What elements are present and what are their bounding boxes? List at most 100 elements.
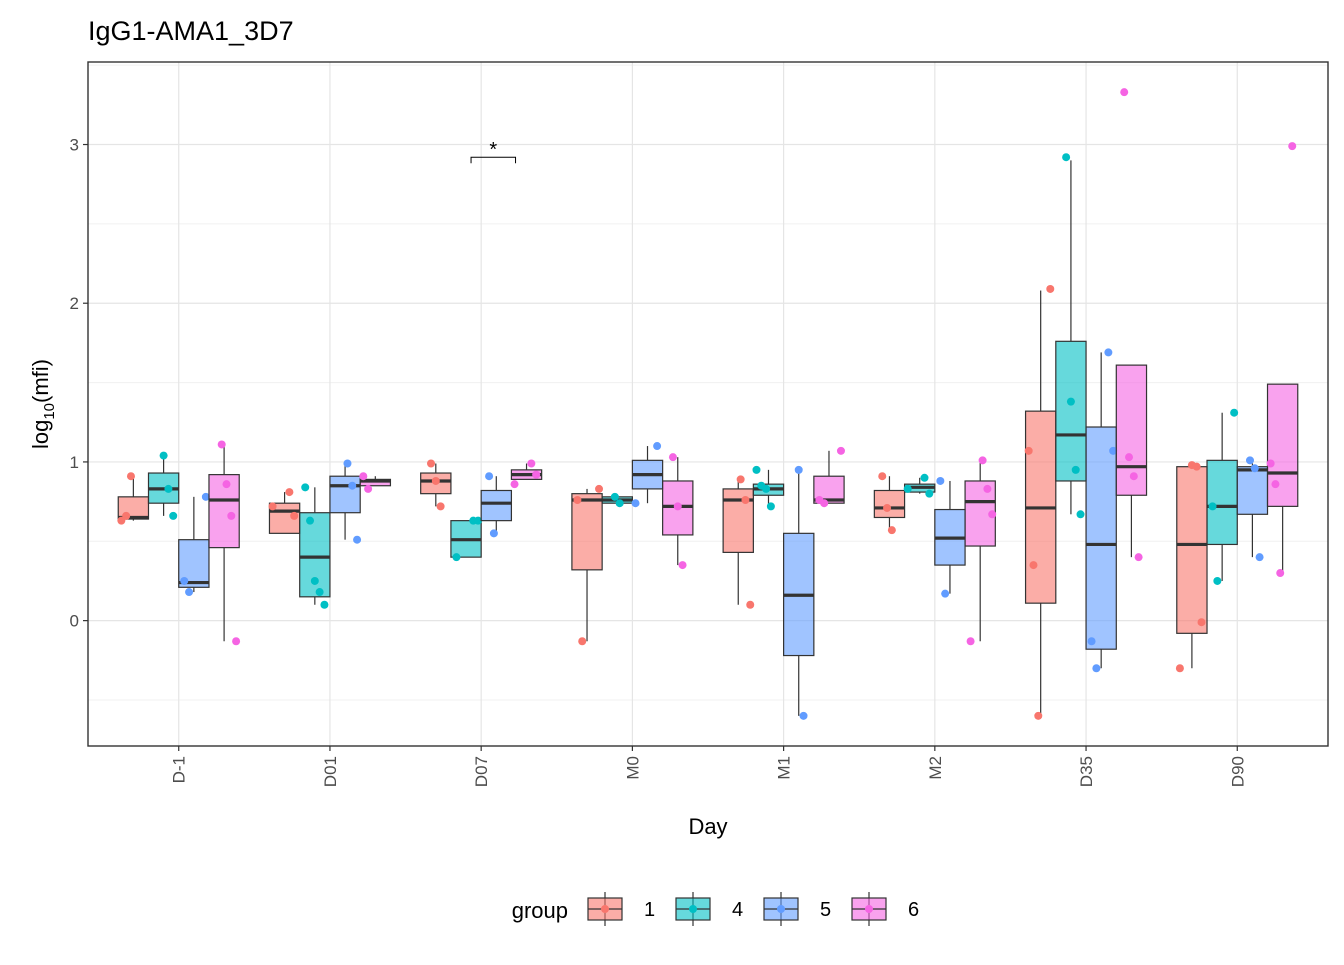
data-point [268, 502, 277, 511]
data-point [1104, 348, 1113, 357]
data-point [794, 465, 803, 474]
y-tick-label: 2 [70, 294, 79, 313]
data-point [427, 459, 436, 468]
legend-label: 1 [644, 899, 655, 921]
legend-point [777, 905, 785, 913]
data-point [306, 516, 315, 525]
data-point [887, 526, 896, 535]
data-point [878, 472, 887, 481]
data-point [1245, 456, 1254, 465]
data-point [1024, 446, 1033, 455]
data-point [752, 465, 761, 474]
data-point [343, 459, 352, 468]
data-point [883, 503, 892, 512]
data-point [1029, 561, 1038, 570]
data-point [936, 476, 945, 485]
data-point [510, 480, 519, 489]
data-point [185, 588, 194, 597]
data-point [920, 473, 929, 482]
data-point [1125, 453, 1134, 462]
plot-border [87, 61, 1329, 747]
x-tick-label: D-1 [170, 756, 189, 783]
data-point [1034, 711, 1043, 720]
data-point [353, 535, 362, 544]
box [1206, 459, 1238, 546]
data-point [232, 637, 241, 646]
data-point [1230, 408, 1239, 417]
data-point [1175, 664, 1184, 673]
data-point [741, 496, 750, 505]
box [1085, 426, 1117, 650]
data-point [489, 529, 498, 538]
data-point [966, 637, 975, 646]
data-point [573, 496, 582, 505]
data-point [1046, 284, 1055, 293]
data-point [159, 451, 168, 460]
significance-label: * [489, 139, 497, 161]
data-point [610, 492, 619, 501]
data-point [746, 600, 755, 609]
data-point [290, 511, 299, 520]
data-point [1250, 464, 1259, 473]
data-point [1255, 553, 1264, 562]
y-axis-title-part: (mfi) [28, 359, 53, 403]
data-point [668, 453, 677, 462]
data-point [1208, 502, 1217, 511]
x-tick-label: M2 [926, 756, 945, 780]
data-point [310, 576, 319, 585]
data-point [452, 553, 461, 562]
data-point [320, 600, 329, 609]
data-point [436, 502, 445, 511]
data-point [978, 456, 987, 465]
data-point [1271, 480, 1280, 489]
x-tick-label: D01 [321, 756, 340, 787]
data-point [431, 476, 440, 485]
data-point [122, 511, 131, 520]
legend-label: 6 [908, 899, 919, 921]
data-point [301, 483, 310, 492]
legend-point [601, 905, 609, 913]
legend-label: 4 [732, 899, 743, 921]
data-point [1288, 142, 1297, 151]
box [1236, 466, 1269, 515]
data-point [164, 484, 173, 493]
data-point [595, 484, 604, 493]
data-point [836, 446, 845, 455]
y-axis-title: log10(mfi) [28, 359, 58, 449]
data-point [348, 481, 357, 490]
y-tick-label: 1 [70, 453, 79, 472]
data-point [1276, 569, 1285, 578]
box [873, 489, 906, 519]
data-point [169, 511, 178, 520]
data-point [285, 488, 294, 497]
data-point [820, 499, 829, 508]
data-point [1071, 465, 1080, 474]
data-point [903, 484, 912, 493]
data-point [1192, 462, 1201, 471]
data-point [1066, 397, 1075, 406]
legend-point [865, 905, 873, 913]
x-tick-label: M0 [623, 756, 642, 780]
data-point [983, 484, 992, 493]
data-point [126, 472, 135, 481]
data-point [941, 589, 950, 598]
box [329, 475, 361, 514]
data-point [762, 484, 771, 493]
x-tick-label: D35 [1077, 756, 1096, 787]
data-point [222, 480, 231, 489]
data-point [1062, 153, 1071, 162]
data-point [673, 502, 682, 511]
data-point [364, 484, 373, 493]
data-point [925, 489, 934, 498]
data-point [799, 711, 808, 720]
data-point [678, 561, 687, 570]
data-point [1120, 88, 1129, 97]
data-point [578, 637, 587, 646]
y-axis-title-part: log [28, 420, 53, 449]
legend-title: group [512, 898, 568, 923]
chart-title: IgG1-AMA1_3D7 [88, 16, 294, 46]
y-axis-title-sub: 10 [41, 403, 58, 420]
data-point [1134, 553, 1143, 562]
y-tick-label: 0 [70, 612, 79, 631]
